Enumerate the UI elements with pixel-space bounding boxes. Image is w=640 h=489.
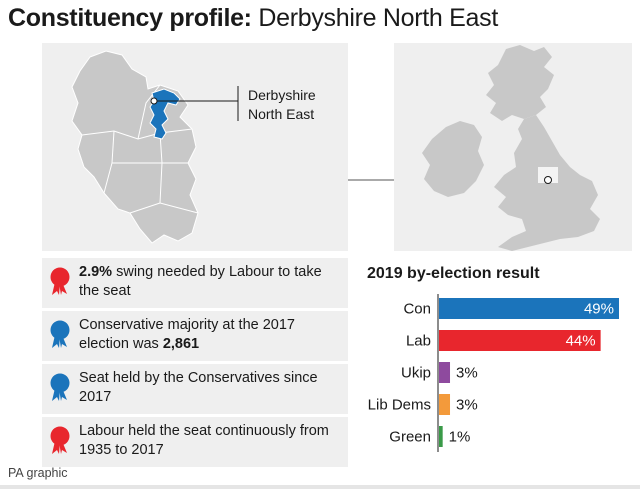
value-label: 44%	[566, 333, 596, 350]
rosette-icon	[50, 426, 70, 454]
locator-marker	[544, 176, 552, 184]
bar-lab	[439, 330, 601, 351]
rosette-icon	[50, 267, 70, 295]
derbyshire-locator	[538, 167, 558, 183]
footer-credit: PA graphic	[8, 466, 68, 480]
bar-green	[439, 426, 443, 447]
rosette-icon	[50, 320, 70, 348]
chart-title: 2019 by-election result	[367, 265, 540, 282]
fact-text: 2.9% swing needed by Labour to take the …	[79, 264, 322, 299]
locator-map-panel	[394, 43, 632, 251]
title-constituency: Derbyshire North East	[251, 4, 498, 32]
constituency-callout: Derbyshire North East	[248, 86, 316, 124]
ireland-shape	[422, 121, 484, 197]
value-label: 49%	[584, 301, 614, 318]
category-label: Ukip	[401, 365, 431, 382]
page-title: Constituency profile: Derbyshire North E…	[8, 4, 498, 33]
fact-item: Seat held by the Conservatives since 201…	[42, 364, 348, 414]
callout-line-2: North East	[248, 106, 315, 122]
results-bar-chart: Con 49% Lab 44% Ukip 3% Lib Dems 3% Green 1%	[368, 294, 619, 452]
fact-item: Conservative majority at the 2017 electi…	[42, 311, 348, 361]
rosette-icon	[50, 373, 70, 401]
fact-item: 2.9% swing needed by Labour to take the …	[42, 258, 348, 308]
category-label: Lab	[406, 333, 431, 350]
scotland-shape	[486, 45, 554, 121]
bar-con	[439, 298, 619, 319]
uk-map	[422, 45, 600, 251]
value-label: 3%	[456, 397, 478, 414]
value-label: 3%	[456, 365, 478, 382]
county-map-panel	[42, 43, 348, 251]
category-label: Con	[403, 301, 431, 318]
fact-text: Conservative majority at the 2017 electi…	[79, 317, 295, 352]
callout-line-1: Derbyshire	[248, 87, 316, 103]
derbyshire-map	[71, 50, 239, 244]
constituency-marker	[150, 97, 158, 105]
fact-text: Labour held the seat continuously from 1…	[79, 423, 329, 458]
district-borders	[81, 84, 199, 214]
category-label: Green	[389, 429, 431, 446]
fact-item: Labour held the seat continuously from 1…	[42, 417, 348, 467]
fact-text: Seat held by the Conservatives since 201…	[79, 370, 318, 405]
title-lead: Constituency profile:	[8, 4, 252, 32]
bottom-rule	[0, 485, 640, 489]
bar-lib-dems	[439, 394, 451, 415]
category-label: Lib Dems	[368, 397, 431, 414]
bar-ukip	[439, 362, 451, 383]
value-label: 1%	[449, 429, 471, 446]
